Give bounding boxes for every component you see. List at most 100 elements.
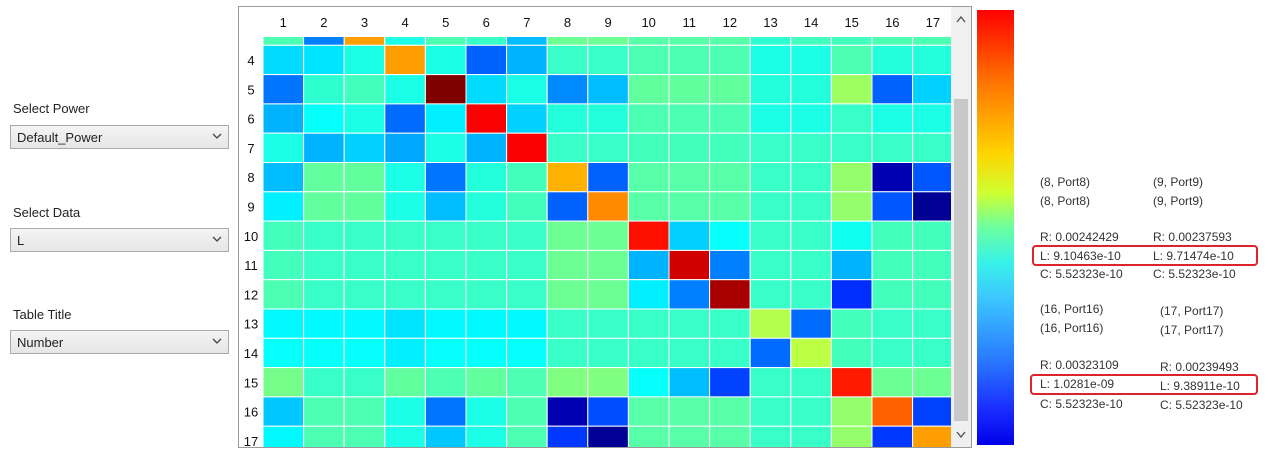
heatmap-cell[interactable] — [912, 44, 954, 76]
heatmap-cell[interactable] — [790, 367, 832, 398]
heatmap-cell[interactable] — [749, 279, 792, 310]
heatmap-cell[interactable] — [303, 132, 345, 163]
heatmap-cell[interactable] — [871, 425, 914, 447]
heatmap-cell[interactable] — [627, 337, 670, 369]
heatmap-cell[interactable] — [424, 103, 467, 134]
heatmap-cell[interactable] — [668, 162, 711, 193]
heatmap-cell[interactable] — [912, 337, 954, 369]
heatmap-cell[interactable] — [465, 425, 508, 447]
heatmap-cell[interactable] — [546, 367, 589, 398]
heatmap-cell[interactable] — [465, 103, 508, 134]
heatmap-cell[interactable] — [912, 279, 954, 310]
heatmap-cell[interactable] — [506, 249, 548, 281]
heatmap-cell[interactable] — [384, 162, 426, 193]
heatmap-cell[interactable] — [384, 74, 426, 105]
heatmap-cell[interactable] — [749, 191, 792, 222]
heatmap-cell[interactable] — [709, 249, 751, 281]
heatmap-cell[interactable] — [871, 191, 914, 222]
heatmap-cell[interactable] — [912, 367, 954, 398]
heatmap-cell[interactable] — [668, 191, 711, 222]
heatmap-cell[interactable] — [343, 425, 386, 447]
heatmap-cell[interactable] — [262, 191, 305, 222]
heatmap-cell[interactable] — [506, 74, 548, 105]
heatmap-cell[interactable] — [506, 425, 548, 447]
heatmap-cell[interactable] — [384, 44, 426, 76]
heatmap-cell[interactable] — [709, 191, 751, 222]
heatmap-cell[interactable] — [587, 396, 629, 427]
heatmap-cell[interactable] — [303, 162, 345, 193]
heatmap-cell[interactable] — [668, 220, 711, 251]
heatmap-cell[interactable] — [424, 367, 467, 398]
heatmap-cell[interactable] — [587, 220, 629, 251]
heatmap-cell[interactable] — [465, 191, 508, 222]
heatmap-cell[interactable] — [709, 162, 751, 193]
heatmap-cell[interactable] — [546, 337, 589, 369]
heatmap-cell[interactable] — [627, 249, 670, 281]
heatmap-cell[interactable] — [465, 308, 508, 339]
heatmap-cell[interactable] — [424, 308, 467, 339]
power-select[interactable]: Default_Power — [10, 125, 229, 149]
heatmap-cell[interactable] — [830, 132, 873, 163]
heatmap-cell[interactable] — [790, 220, 832, 251]
heatmap-cell[interactable] — [546, 279, 589, 310]
heatmap-cell[interactable] — [465, 74, 508, 105]
heatmap-cell[interactable] — [546, 132, 589, 163]
heatmap-cell[interactable] — [506, 220, 548, 251]
heatmap-cell[interactable] — [384, 220, 426, 251]
heatmap-cell[interactable] — [262, 220, 305, 251]
heatmap-cell[interactable] — [709, 425, 751, 447]
heatmap-cell[interactable] — [424, 74, 467, 105]
heatmap-cell[interactable] — [790, 44, 832, 76]
heatmap-cell[interactable] — [749, 396, 792, 427]
heatmap-cell[interactable] — [546, 396, 589, 427]
heatmap-cell[interactable] — [262, 367, 305, 398]
heatmap-cell[interactable] — [627, 44, 670, 76]
heatmap-cell[interactable] — [343, 279, 386, 310]
heatmap-cell[interactable] — [303, 74, 345, 105]
heatmap-cell[interactable] — [749, 162, 792, 193]
heatmap-cell[interactable] — [424, 337, 467, 369]
heatmap-cell[interactable] — [587, 337, 629, 369]
heatmap-cell[interactable] — [830, 220, 873, 251]
heatmap-cell[interactable] — [912, 308, 954, 339]
heatmap-cell[interactable] — [343, 191, 386, 222]
heatmap-cell[interactable] — [627, 367, 670, 398]
scroll-up-arrow-icon[interactable] — [956, 15, 966, 23]
heatmap-cell[interactable] — [871, 162, 914, 193]
heatmap-cell[interactable] — [871, 132, 914, 163]
heatmap-cell[interactable] — [465, 44, 508, 76]
heatmap-cell[interactable] — [627, 191, 670, 222]
heatmap-cell[interactable] — [668, 337, 711, 369]
heatmap-cell[interactable] — [749, 44, 792, 76]
heatmap-cell[interactable] — [506, 132, 548, 163]
heatmap-cell[interactable] — [790, 132, 832, 163]
heatmap-cell[interactable] — [303, 396, 345, 427]
heatmap-cell[interactable] — [627, 162, 670, 193]
heatmap-cell[interactable] — [384, 249, 426, 281]
heatmap-cell[interactable] — [830, 103, 873, 134]
heatmap-cell[interactable] — [587, 249, 629, 281]
heatmap-cell[interactable] — [424, 132, 467, 163]
heatmap-cell[interactable] — [343, 44, 386, 76]
heatmap-cell[interactable] — [303, 44, 345, 76]
heatmap-cell[interactable] — [262, 249, 305, 281]
heatmap-cell[interactable] — [587, 162, 629, 193]
heatmap-cell[interactable] — [749, 425, 792, 447]
heatmap-cell[interactable] — [871, 367, 914, 398]
heatmap-cell[interactable] — [790, 308, 832, 339]
heatmap-cell[interactable] — [343, 367, 386, 398]
heatmap-cell[interactable] — [546, 308, 589, 339]
heatmap-cell[interactable] — [384, 337, 426, 369]
heatmap-cell[interactable] — [262, 396, 305, 427]
heatmap-cell[interactable] — [668, 279, 711, 310]
heatmap-cell[interactable] — [506, 308, 548, 339]
heatmap-cell[interactable] — [303, 249, 345, 281]
heatmap-cell[interactable] — [262, 308, 305, 339]
heatmap-cell[interactable] — [627, 132, 670, 163]
heatmap-cell[interactable] — [587, 132, 629, 163]
heatmap-cell[interactable] — [546, 249, 589, 281]
heatmap-table[interactable]: 1 2 3 4 5 6 7 8 9 10 11 12 13 14 15 16 17 3 4 5 6 7 8 9 10 11 12 1… — [238, 6, 972, 448]
heatmap-cell[interactable] — [709, 367, 751, 398]
heatmap-cell[interactable] — [749, 337, 792, 369]
heatmap-cell[interactable] — [303, 279, 345, 310]
